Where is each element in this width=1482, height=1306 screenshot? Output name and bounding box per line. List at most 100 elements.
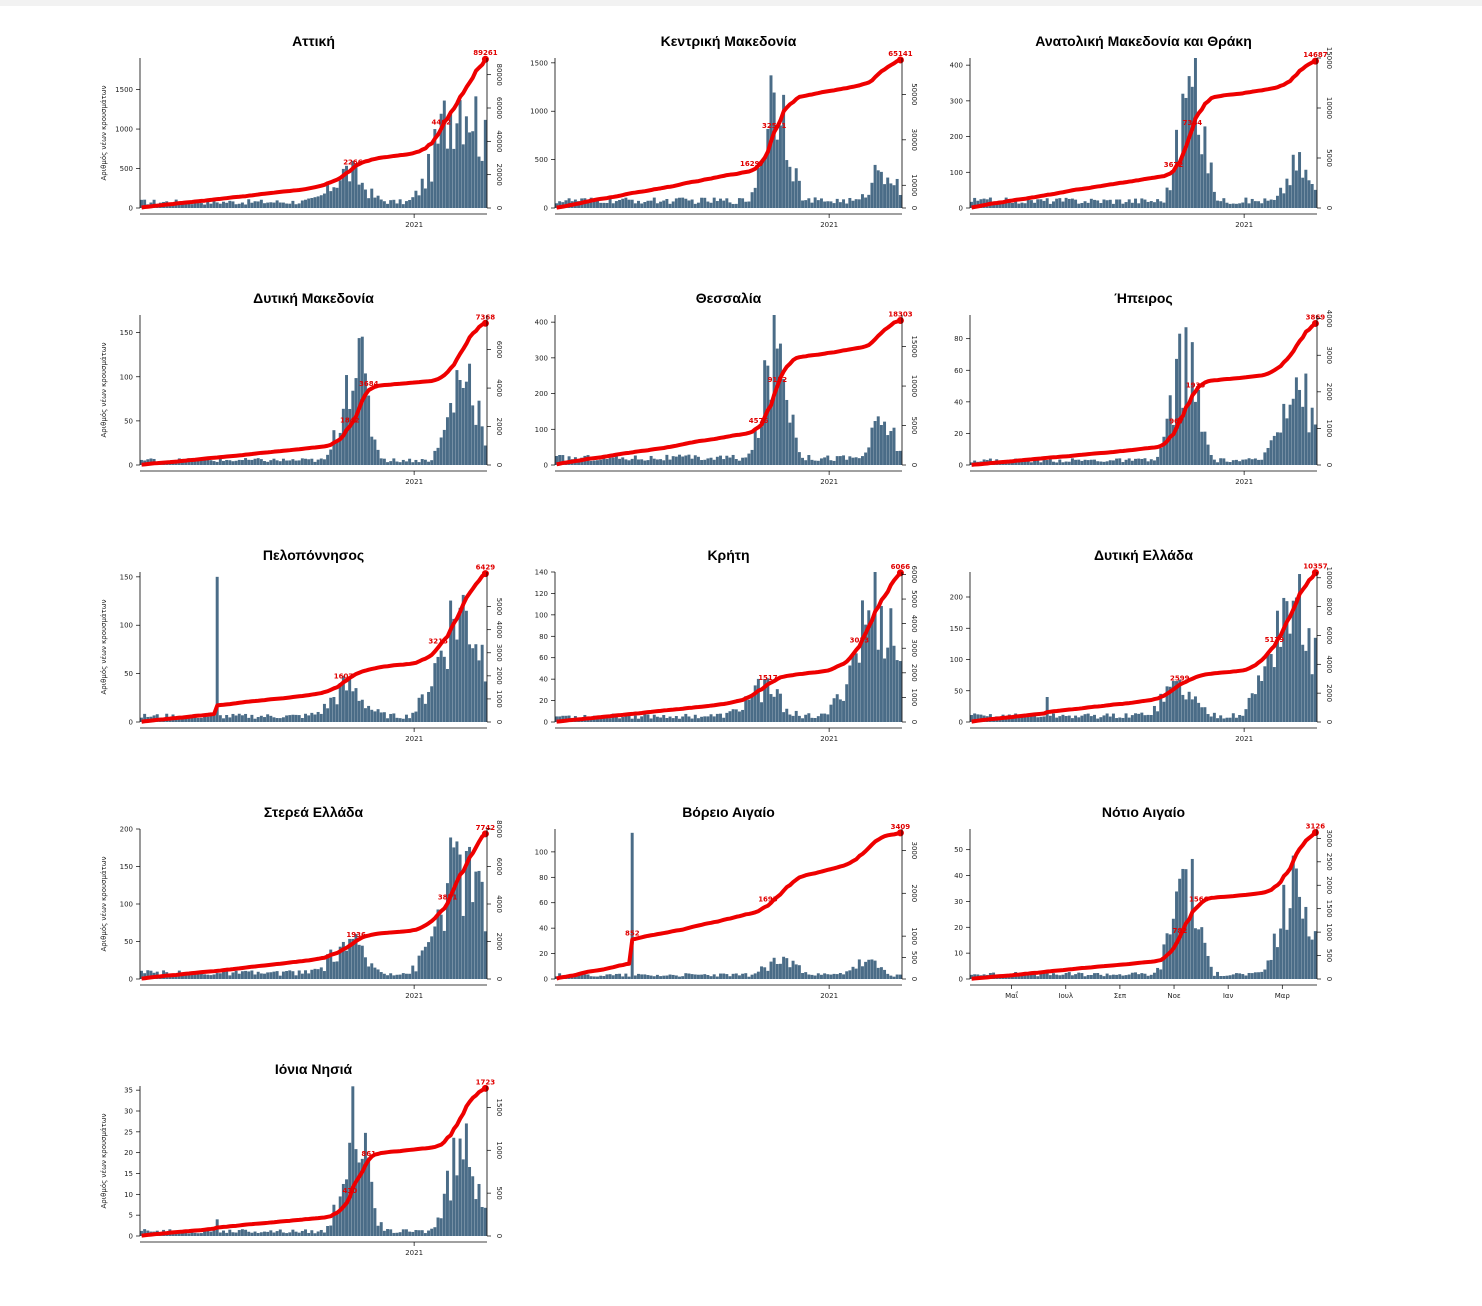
daily-bar [272,1232,276,1236]
daily-bar [373,197,377,208]
daily-bar [363,189,367,208]
right-tick-label: 0 [495,720,503,724]
daily-bar [838,456,842,465]
daily-bar [404,714,408,722]
daily-bar [766,678,770,722]
daily-bar [187,1233,191,1236]
daily-bar [823,457,827,465]
daily-bar [420,694,424,722]
daily-bar [360,945,364,979]
daily-bar [430,181,434,208]
daily-bar [706,458,710,465]
daily-bar [228,717,232,722]
daily-bar [599,717,603,722]
daily-bar [423,703,427,722]
x-tick-label: Μαΐ [1005,991,1019,1000]
daily-bar [838,699,842,722]
daily-bar [215,461,219,465]
daily-bar [234,715,238,722]
daily-bar [728,457,732,465]
daily-bar [319,195,323,208]
daily-bar [722,459,726,465]
daily-bar [892,427,896,465]
daily-bar [1193,696,1197,722]
daily-bar [1193,928,1197,979]
daily-bar [741,457,745,465]
daily-bar [253,1231,257,1236]
right-tick-label: 8000 [1325,598,1333,616]
daily-bar [826,455,830,465]
daily-bar [184,201,188,208]
daily-bar [671,974,675,979]
daily-bar [256,458,260,465]
daily-bar [744,696,748,722]
daily-bar [1089,198,1093,208]
daily-bar [1307,432,1311,465]
daily-bar [1156,967,1160,979]
daily-bar [797,715,801,722]
daily-bar [854,457,858,465]
daily-bar [300,1230,304,1236]
daily-bar [291,971,295,979]
daily-bar [558,454,562,465]
left-tick-label: 0 [959,976,963,984]
daily-bar [876,170,880,208]
cumulative-label: 7344 [1183,119,1203,127]
y-axis-label: Αριθμός νέων κρουσμάτων [100,1113,108,1208]
daily-bar [1026,975,1030,979]
cumulative-label: 3215 [428,638,448,646]
daily-bar [304,713,307,722]
daily-bar [1130,972,1134,979]
daily-bar [674,456,678,465]
left-tick-label: 200 [950,594,963,602]
right-tick-label: 40000 [495,130,503,152]
right-tick-label: 60000 [495,97,503,119]
daily-bar [1175,891,1178,979]
x-tick-label: 2021 [820,221,838,229]
right-tick-label: 2000 [1325,876,1333,894]
daily-bar [259,199,263,208]
daily-bar [1124,975,1128,979]
daily-bar [190,1230,194,1236]
left-tick-label: 10 [954,950,963,958]
daily-bar [1146,201,1150,208]
daily-bar [775,348,779,465]
daily-bar [433,663,437,722]
chart-panel: Νότιο Αιγαίο 782 1566 3126 0 10 20 30 40 50 0 500 10… [930,799,1360,1049]
daily-bar [596,976,599,979]
daily-bar [621,457,625,465]
daily-bar [1067,461,1071,465]
daily-bar [1279,646,1283,722]
daily-bar [1291,855,1295,979]
daily-bar [608,197,612,208]
daily-bar [458,1138,462,1236]
daily-bar [599,459,603,465]
daily-bar [263,203,266,208]
cumulative-line [971,571,1318,724]
daily-bar [455,1175,459,1236]
daily-bar [234,460,238,465]
daily-bar [772,957,776,979]
daily-bar [558,716,562,722]
daily-bar [1266,447,1270,465]
daily-bar [712,716,716,722]
daily-bar [1121,462,1125,465]
left-tick-label: 20 [954,430,963,438]
daily-bar [427,1230,431,1236]
daily-bar [1033,715,1037,722]
daily-bar [835,694,839,722]
daily-bar [316,711,320,722]
daily-bar [250,459,254,465]
daily-bar [1272,435,1276,465]
chart-title: Ιόνια Νησιά [275,1061,353,1077]
daily-bar [1298,896,1302,979]
daily-bar [480,644,484,722]
daily-bar [199,972,203,979]
daily-bar [1042,458,1046,465]
daily-bar [1162,701,1166,722]
daily-bar [1058,975,1062,979]
daily-bar [1096,200,1100,208]
daily-bar [845,459,849,465]
daily-bar [813,460,817,465]
daily-bar [842,199,846,208]
